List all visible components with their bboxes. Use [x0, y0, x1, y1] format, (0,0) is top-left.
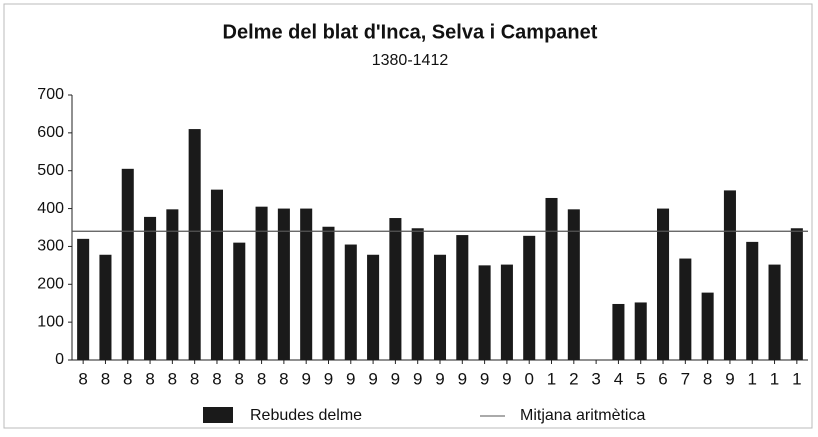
y-tick-label: 700 — [37, 86, 64, 103]
x-tick-label: 9 — [324, 369, 333, 388]
x-tick-label: 1 — [792, 369, 801, 388]
y-tick-label: 500 — [37, 162, 64, 179]
y-tick-label: 200 — [37, 276, 64, 293]
x-tick-label: 8 — [145, 369, 154, 388]
bar — [478, 265, 491, 360]
x-tick-label: 8 — [123, 369, 132, 388]
bar — [210, 189, 223, 360]
bar — [456, 235, 469, 360]
x-tick-label: 8 — [703, 369, 712, 388]
bar — [723, 190, 736, 360]
bar — [166, 209, 179, 360]
bar — [545, 197, 558, 360]
bar — [433, 254, 447, 360]
bar — [344, 244, 357, 360]
legend-swatch — [203, 407, 233, 423]
x-tick-label: 9 — [346, 369, 355, 388]
bar — [523, 235, 536, 360]
chart-title: Delme del blat d'Inca, Selva i Campanet — [223, 21, 598, 43]
bar — [746, 241, 759, 360]
bar — [612, 303, 625, 360]
x-tick-label: 8 — [235, 369, 244, 388]
x-tick-label: 9 — [368, 369, 377, 388]
chart-subtitle: 1380-1412 — [372, 52, 449, 69]
chart-border — [3, 3, 813, 429]
x-tick-label: 5 — [636, 369, 645, 388]
legend-label: Rebudes delme — [250, 407, 362, 424]
x-tick-label: 4 — [614, 369, 623, 388]
x-tick-label: 1 — [770, 369, 779, 388]
bar — [657, 208, 670, 360]
x-tick-label: 8 — [257, 369, 266, 388]
x-tick-label: 3 — [591, 369, 600, 388]
bar — [634, 302, 647, 360]
bar — [322, 226, 335, 360]
x-tick-label: 9 — [502, 369, 511, 388]
x-tick-label: 7 — [681, 369, 690, 388]
y-tick-label: 400 — [37, 200, 64, 217]
x-tick-label: 8 — [101, 369, 110, 388]
bar — [255, 206, 268, 360]
x-tick-label: 9 — [413, 369, 422, 388]
bar — [77, 238, 90, 360]
y-tick-label: 0 — [55, 351, 64, 368]
bar — [233, 242, 246, 360]
legend-label: Mitjana aritmètica — [520, 407, 645, 424]
y-tick-label: 600 — [37, 124, 64, 141]
bar — [790, 228, 803, 360]
x-tick-label: 8 — [190, 369, 199, 388]
x-tick-label: 8 — [279, 369, 288, 388]
x-tick-label: 8 — [78, 369, 87, 388]
x-tick-label: 1 — [748, 369, 757, 388]
x-tick-label: 8 — [168, 369, 177, 388]
bar — [411, 228, 424, 360]
y-tick-label: 100 — [37, 313, 64, 330]
x-tick-label: 9 — [435, 369, 444, 388]
x-tick-label: 2 — [569, 369, 578, 388]
y-tick-label: 300 — [37, 238, 64, 255]
x-tick-label: 9 — [458, 369, 467, 388]
x-tick-label: 0 — [524, 369, 533, 388]
bar — [567, 209, 580, 360]
x-tick-label: 9 — [301, 369, 310, 388]
x-tick-label: 9 — [725, 369, 734, 388]
bar — [300, 208, 313, 360]
bar — [500, 264, 513, 360]
bar — [121, 168, 134, 360]
bar — [188, 129, 201, 360]
x-tick-label: 6 — [658, 369, 667, 388]
bar — [367, 254, 380, 360]
x-tick-label: 9 — [480, 369, 489, 388]
bar — [701, 292, 714, 360]
bar — [768, 264, 781, 360]
bar — [679, 258, 692, 360]
x-tick-label: 8 — [212, 369, 221, 388]
bar — [99, 254, 112, 360]
bar — [389, 218, 402, 360]
bar — [277, 208, 290, 360]
x-tick-label: 9 — [391, 369, 400, 388]
bar — [144, 216, 157, 360]
x-tick-label: 1 — [547, 369, 556, 388]
